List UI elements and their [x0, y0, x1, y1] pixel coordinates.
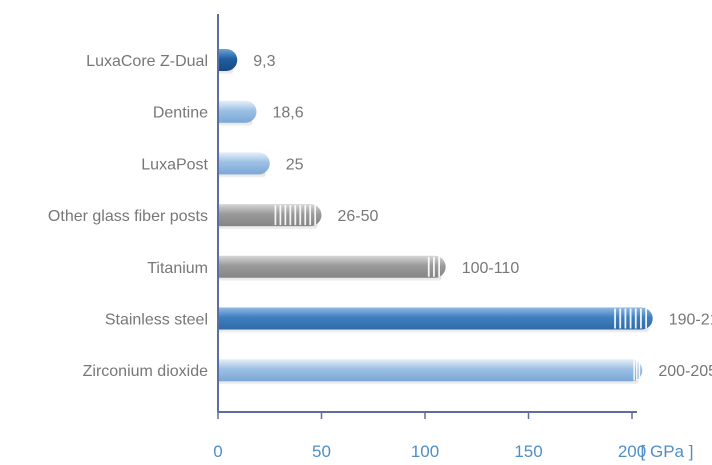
bar-body — [218, 359, 643, 382]
range-stripe — [427, 256, 430, 277]
range-stripe — [438, 256, 441, 277]
bar-value-label: 9,3 — [253, 53, 275, 70]
range-stripe — [294, 205, 297, 226]
range-stripe — [629, 308, 632, 329]
category-label: Zirconium dioxide — [83, 363, 208, 380]
bar-body — [218, 255, 446, 278]
bar-value-label: 190-210 — [669, 312, 712, 329]
bar-5 — [218, 307, 653, 333]
bar-4 — [218, 255, 446, 281]
bars-layer — [218, 49, 653, 385]
category-label: Stainless steel — [105, 312, 208, 329]
range-stripe — [633, 360, 635, 381]
bar-value-label: 26-50 — [338, 208, 379, 225]
x-tick-label: 100 — [411, 442, 439, 461]
bar-6 — [218, 359, 643, 385]
range-stripe — [619, 308, 622, 329]
bar-body — [218, 152, 270, 175]
bar-3 — [218, 204, 322, 230]
range-stripe — [638, 360, 641, 381]
range-stripe — [314, 205, 317, 226]
category-label: LuxaPost — [141, 156, 208, 173]
x-tick-label: 200 — [618, 442, 646, 461]
bar-2 — [218, 152, 270, 178]
bar-value-label: 200-205 — [658, 363, 712, 380]
x-tick-label: 150 — [514, 442, 542, 461]
x-tick-label: 50 — [312, 442, 331, 461]
category-label: Other glass fiber posts — [48, 208, 208, 225]
x-tick-label: 0 — [213, 442, 222, 461]
x-unit-label: [ GPa ] — [641, 442, 694, 461]
range-stripe — [284, 205, 287, 226]
bar-body — [218, 100, 257, 123]
range-stripe — [274, 205, 277, 226]
range-stripe — [636, 360, 638, 381]
range-stripe — [279, 205, 282, 226]
range-stripe — [299, 205, 302, 226]
bar-1 — [218, 100, 257, 126]
bar-body — [218, 307, 653, 330]
range-stripe — [640, 308, 642, 329]
bar-value-label: 100-110 — [462, 260, 520, 277]
range-stripe — [433, 256, 435, 277]
bar-body — [218, 49, 238, 71]
range-stripe — [304, 205, 307, 226]
range-stripe — [289, 205, 292, 226]
category-label: Titanium — [147, 260, 208, 277]
range-stripe — [309, 205, 312, 226]
category-label: LuxaCore Z-Dual — [86, 53, 208, 70]
range-stripe — [624, 308, 627, 329]
range-stripe — [614, 308, 616, 329]
labels-layer: 9,3 LuxaCore Z-Dual 18,6 Dentine 25 LuxaPost 2… — [48, 53, 712, 461]
range-stripe — [645, 308, 648, 329]
bar-value-label: 18,6 — [273, 105, 304, 122]
category-label: Dentine — [153, 105, 208, 122]
range-stripe — [634, 308, 637, 329]
axes-layer — [217, 14, 637, 419]
bar-value-label: 25 — [286, 156, 304, 173]
bar-0 — [218, 49, 238, 74]
